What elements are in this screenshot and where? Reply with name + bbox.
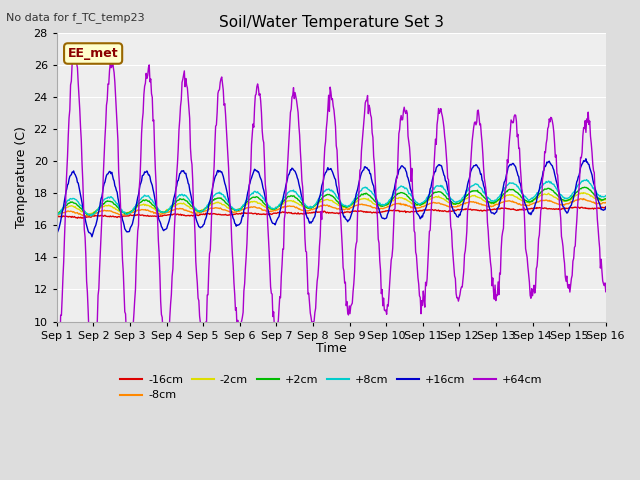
Title: Soil/Water Temperature Set 3: Soil/Water Temperature Set 3 [219, 15, 444, 30]
Y-axis label: Temperature (C): Temperature (C) [15, 126, 28, 228]
Text: No data for f_TC_temp23: No data for f_TC_temp23 [6, 12, 145, 23]
Legend: -16cm, -8cm, -2cm, +2cm, +8cm, +16cm, +64cm: -16cm, -8cm, -2cm, +2cm, +8cm, +16cm, +6… [116, 371, 547, 405]
Text: EE_met: EE_met [68, 47, 118, 60]
X-axis label: Time: Time [316, 342, 347, 355]
